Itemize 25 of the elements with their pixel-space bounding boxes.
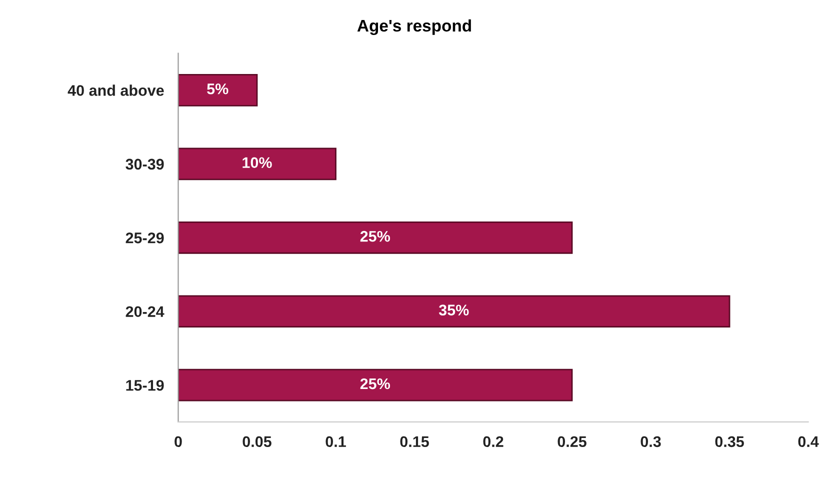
bar (178, 74, 258, 106)
data-label: 35% (438, 304, 469, 316)
data-label: 10% (242, 157, 272, 168)
y-tick-label: 15-19 (126, 380, 164, 391)
data-label: 5% (207, 84, 228, 94)
x-tick-label: 0.4 (798, 436, 819, 448)
x-tick-label: 0.1 (326, 436, 346, 448)
y-tick-label: 20-24 (126, 306, 164, 318)
y-tick-label: 25-29 (126, 232, 164, 244)
bar (178, 148, 336, 180)
x-tick-label: 0.3 (640, 436, 661, 448)
bar (178, 221, 573, 254)
x-tick-label: 0.35 (715, 436, 744, 448)
data-label: 25% (360, 378, 390, 390)
x-tick-label: 0 (174, 436, 182, 448)
x-tick-label: 0.05 (242, 436, 272, 448)
chart-title: Age's respond (357, 19, 471, 36)
bar (178, 368, 573, 402)
bar (178, 295, 730, 328)
y-tick-label: 30-39 (126, 158, 164, 170)
x-tick-label: 0.2 (483, 436, 504, 448)
x-tick-label: 0.25 (558, 436, 586, 448)
y-tick-label: 40 and above (68, 84, 164, 96)
data-label: 25% (360, 230, 390, 242)
x-tick-label: 0.15 (400, 436, 429, 448)
